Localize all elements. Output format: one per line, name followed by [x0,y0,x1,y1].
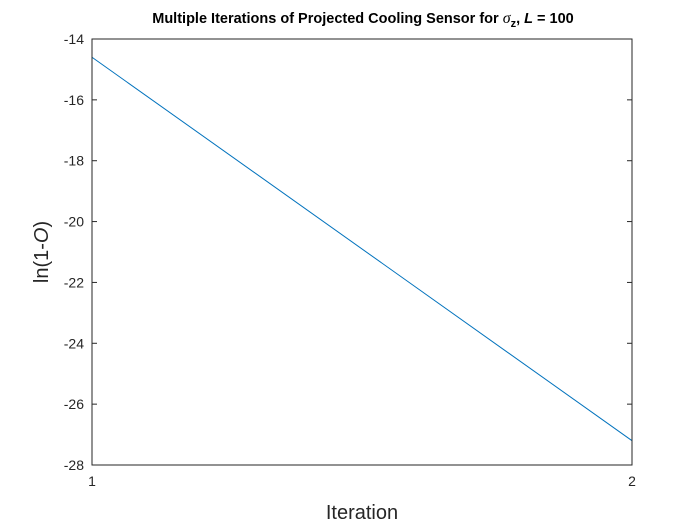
y-tick-label: -20 [64,214,84,230]
ticks: -28 -26 -24 -22 -20 -18 -16 -14 1 2 [64,31,636,489]
y-tick-label: -18 [64,153,84,169]
y-axis-label: ln(1-O) [31,221,53,283]
plot-area [92,39,632,465]
y-tick-label: -28 [64,457,84,473]
series-line [91,56,633,442]
x-axis-label: Iteration [326,502,398,524]
series [91,56,633,442]
y-tick-label: -22 [64,274,84,290]
y-tick-label: -24 [64,335,84,351]
chart-title: Multiple Iterations of Projected Cooling… [152,10,573,30]
x-tick-label: 1 [88,473,96,489]
y-tick-label: -14 [64,31,84,47]
x-tick-label: 2 [628,473,636,489]
y-tick-label: -26 [64,396,84,412]
y-tick-label: -16 [64,92,84,108]
axes-box [91,38,633,466]
